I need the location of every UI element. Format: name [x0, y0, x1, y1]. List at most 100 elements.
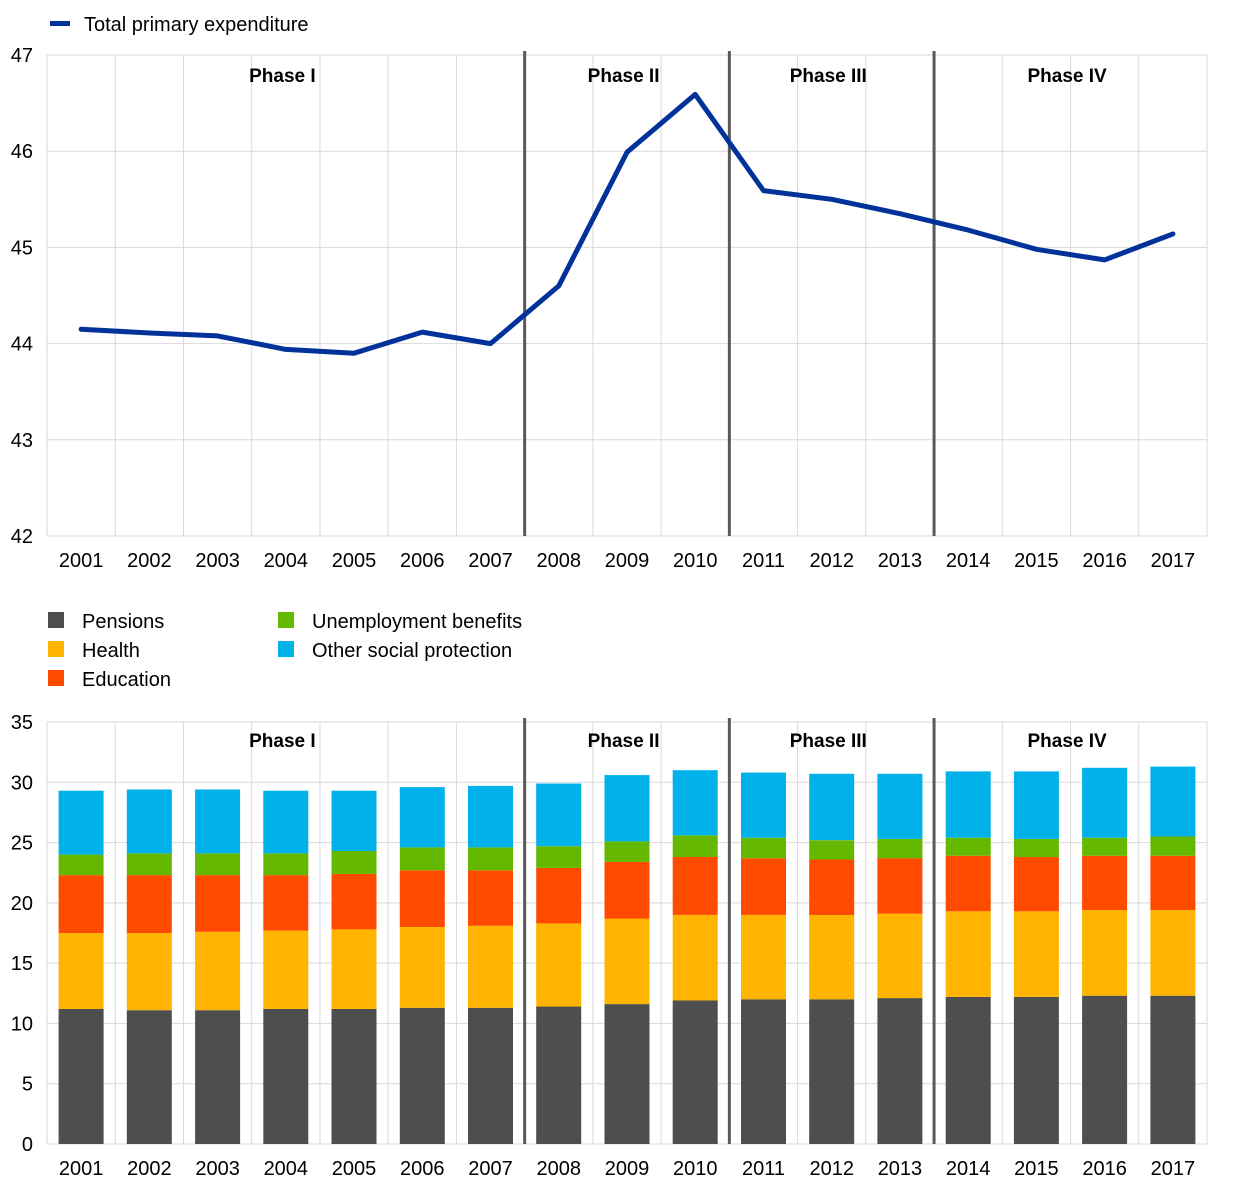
- bar-other-social-protection-2002: [126, 789, 172, 854]
- x-tick-label: 2011: [742, 1158, 785, 1180]
- bar-pensions-2015: [1013, 996, 1059, 1144]
- legend-swatch-education: [48, 670, 64, 686]
- x-tick-label: 2014: [946, 550, 991, 572]
- y-tick-label: 15: [11, 953, 33, 975]
- bar-unemployment-benefits-2008: [536, 846, 582, 868]
- bar-pensions-2004: [263, 1009, 309, 1144]
- x-tick-label: 2006: [400, 550, 445, 572]
- bar-education-2013: [877, 858, 923, 914]
- legend-label-unemployment-benefits: Unemployment benefits: [312, 611, 522, 633]
- bar-education-2011: [741, 858, 786, 915]
- bar-other-social-protection-2007: [468, 785, 513, 848]
- bar-health-2015: [1013, 911, 1059, 997]
- bar-education-2008: [536, 867, 582, 924]
- phase-label: Phase IV: [1028, 731, 1108, 752]
- y-tick-label: 45: [11, 237, 33, 259]
- bar-unemployment-benefits-2003: [195, 853, 241, 876]
- bar-health-2017: [1150, 910, 1196, 996]
- y-tick-label: 44: [11, 334, 33, 356]
- bar-unemployment-benefits-2007: [468, 847, 513, 871]
- y-tick-label: 47: [11, 45, 33, 67]
- y-tick-label: 30: [11, 772, 33, 794]
- bar-other-social-protection-2013: [877, 773, 923, 839]
- x-tick-label: 2005: [332, 1158, 377, 1180]
- x-tick-label: 2005: [332, 550, 377, 572]
- x-tick-label: 2013: [878, 1158, 923, 1180]
- bar-pensions-2014: [945, 996, 991, 1144]
- bar-pensions-2007: [468, 1007, 513, 1144]
- bar-other-social-protection-2011: [741, 772, 786, 838]
- bar-other-social-protection-2003: [195, 789, 241, 854]
- bar-pensions-2006: [399, 1007, 445, 1144]
- bar-education-2015: [1013, 857, 1059, 912]
- bar-pensions-2003: [195, 1010, 241, 1144]
- bar-pensions-2010: [672, 1000, 718, 1144]
- bar-education-2003: [195, 875, 241, 932]
- x-tick-label: 2013: [878, 550, 923, 572]
- phase-label: Phase II: [588, 731, 660, 752]
- bar-health-2008: [536, 923, 582, 1007]
- x-tick-label: 2008: [537, 1158, 582, 1180]
- bar-other-social-protection-2016: [1082, 767, 1128, 838]
- phase-label: Phase III: [790, 66, 867, 87]
- bar-health-2014: [945, 911, 991, 997]
- bar-education-2002: [126, 875, 172, 933]
- x-tick-label: 2003: [195, 550, 240, 572]
- x-tick-label: 2016: [1082, 550, 1127, 572]
- bar-unemployment-benefits-2013: [877, 839, 923, 859]
- x-tick-label: 2004: [264, 1158, 309, 1180]
- legend-swatch-unemployment-benefits: [278, 612, 294, 628]
- bar-other-social-protection-2008: [536, 783, 582, 847]
- bar-unemployment-benefits-2010: [672, 835, 718, 857]
- bar-pensions-2017: [1150, 995, 1196, 1144]
- y-tick-label: 35: [11, 712, 33, 734]
- bar-education-2014: [945, 855, 991, 912]
- x-tick-label: 2017: [1151, 1158, 1196, 1180]
- x-tick-label: 2007: [468, 1158, 513, 1180]
- x-tick-label: 2017: [1151, 550, 1196, 572]
- x-tick-label: 2007: [468, 550, 513, 572]
- x-tick-label: 2001: [59, 550, 104, 572]
- bar-unemployment-benefits-2005: [331, 851, 377, 874]
- bar-pensions-2016: [1082, 995, 1128, 1144]
- bar-unemployment-benefits-2001: [58, 854, 104, 876]
- legend-label-other-social-protection: Other social protection: [312, 640, 512, 662]
- phase-label: Phase I: [249, 731, 316, 752]
- bar-unemployment-benefits-2006: [399, 847, 445, 871]
- bar-pensions-2001: [58, 1009, 104, 1144]
- y-tick-label: 20: [11, 893, 33, 915]
- x-tick-label: 2001: [59, 1158, 104, 1180]
- y-tick-label: 25: [11, 833, 33, 855]
- bar-health-2002: [126, 933, 172, 1011]
- bar-unemployment-benefits-2016: [1082, 837, 1128, 856]
- legend-label-education: Education: [82, 669, 171, 691]
- bar-education-2010: [672, 857, 718, 915]
- x-tick-label: 2015: [1014, 1158, 1059, 1180]
- bar-unemployment-benefits-2002: [126, 853, 172, 876]
- bar-health-2005: [331, 929, 377, 1009]
- y-tick-label: 5: [22, 1074, 33, 1096]
- bar-education-2016: [1082, 855, 1128, 911]
- bar-unemployment-benefits-2015: [1013, 839, 1059, 858]
- x-tick-label: 2012: [809, 1158, 854, 1180]
- bar-education-2017: [1150, 855, 1196, 911]
- bar-health-2009: [604, 918, 650, 1005]
- bar-pensions-2002: [126, 1010, 172, 1144]
- x-tick-label: 2016: [1082, 1158, 1127, 1180]
- bar-other-social-protection-2010: [672, 770, 718, 836]
- bar-unemployment-benefits-2017: [1150, 836, 1196, 856]
- series-line-total-primary-expenditure: [78, 91, 1176, 356]
- y-tick-label: 0: [22, 1134, 33, 1156]
- phase-label: Phase II: [588, 66, 660, 87]
- bar-health-2012: [809, 914, 855, 1000]
- bar-unemployment-benefits-2009: [604, 841, 650, 862]
- plot-frame: [46, 54, 1208, 537]
- x-tick-label: 2002: [127, 550, 172, 572]
- bar-health-2016: [1082, 910, 1128, 996]
- bar-other-social-protection-2005: [331, 790, 377, 851]
- bar-other-social-protection-2017: [1150, 766, 1196, 837]
- bar-health-2010: [672, 914, 718, 1001]
- bar-other-social-protection-2014: [945, 771, 991, 838]
- legend-swatch-pensions: [48, 612, 64, 628]
